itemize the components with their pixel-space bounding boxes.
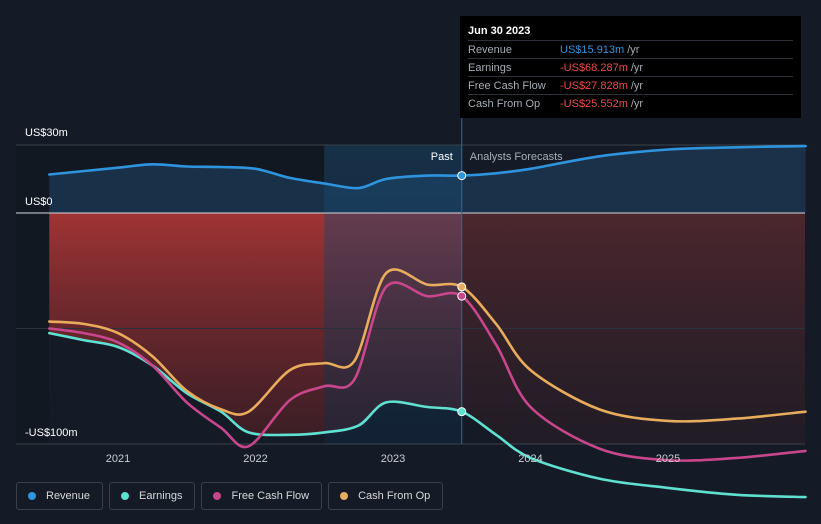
tooltip-label: Free Cash Flow [468,79,546,92]
highlight-point-cash-from-op [457,282,467,292]
x-tick-label: 2024 [518,453,542,465]
legend: Revenue Earnings Free Cash Flow Cash Fro… [16,482,444,510]
tooltip-unit: /yr [630,79,644,92]
tooltip-unit: /yr [627,43,640,56]
tooltip-unit: /yr [630,97,644,110]
legend-item-revenue[interactable]: Revenue [16,482,104,510]
highlight-point-revenue [457,171,467,181]
x-tick-label: 2023 [381,453,405,465]
tooltip-row-free-cash-flow: Free Cash Flow -US$27.828m /yr [468,76,793,94]
legend-item-free-cash-flow[interactable]: Free Cash Flow [201,482,323,510]
tooltip-label: Cash From Op [468,97,541,110]
tooltip-value: -US$68.287m [560,61,628,74]
tooltip-value: US$15.913m [560,43,625,56]
earnings-dot-icon [121,492,130,500]
tooltip-row-cash-from-op: Cash From Op -US$25.552m /yr [468,94,793,112]
tooltip-row-revenue: Revenue US$15.913m /yr [468,40,793,58]
legend-label: Free Cash Flow [231,490,310,502]
highlight-point-earnings [457,407,467,417]
x-tick-label: 2021 [106,453,130,465]
tooltip-unit: /yr [630,61,644,74]
highlight-point-free-cash-flow [457,291,467,301]
legend-label: Cash From Op [358,490,431,502]
legend-label: Revenue [46,490,91,502]
legend-item-earnings[interactable]: Earnings [109,482,196,510]
tooltip: Jun 30 2023 Revenue US$15.913m /yr Earni… [460,16,801,118]
series-line-revenue [48,144,807,190]
tooltip-label: Revenue [468,43,513,56]
legend-item-cash-from-op[interactable]: Cash From Op [328,482,444,510]
y-axis-label: -US$100m [25,427,78,439]
cash-from-op-dot-icon [340,492,349,500]
series-line-free-cash-flow [48,281,807,462]
tooltip-value: -US$25.552m [560,97,628,110]
past-label: Past [431,151,453,163]
free-cash-flow-dot-icon [213,492,222,500]
revenue-dot-icon [28,492,36,500]
y-axis-label: US$30m [25,127,68,139]
y-axis-label: US$0 [25,196,53,208]
x-tick-label: 2022 [243,453,267,465]
tooltip-row-earnings: Earnings -US$68.287m /yr [468,58,793,76]
legend-label: Earnings [139,490,183,502]
x-tick-label: 2025 [656,453,680,465]
tooltip-label: Earnings [468,61,512,74]
forecast-label: Analysts Forecasts [470,151,563,163]
tooltip-date: Jun 30 2023 [468,25,531,37]
series-line-cash-from-op [48,268,807,423]
tooltip-value: -US$27.828m [560,79,628,92]
